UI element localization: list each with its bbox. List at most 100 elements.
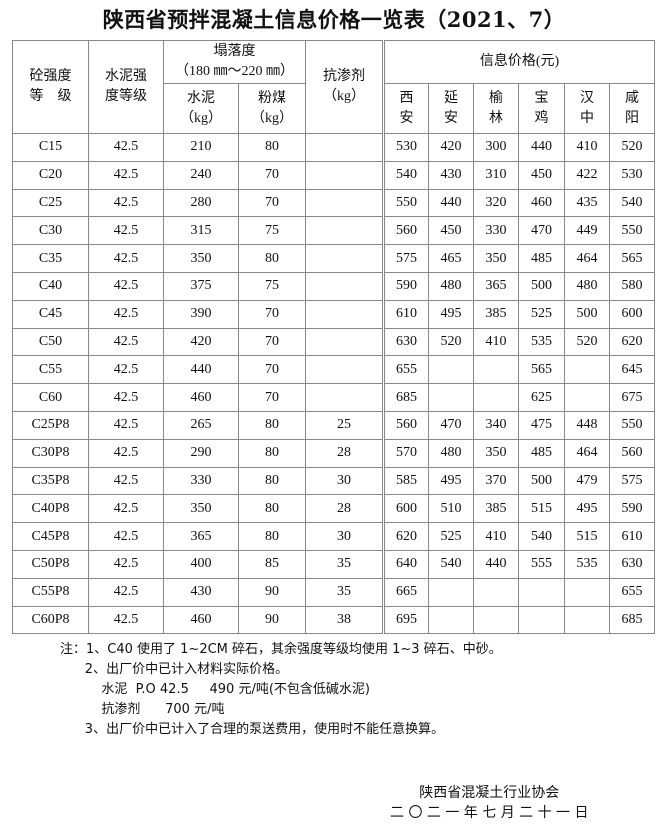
header-city: 宝 鸡 [518, 83, 565, 134]
header-city: 延 安 [428, 83, 474, 134]
table-cell: 410 [473, 327, 519, 357]
table-cell: 610 [608, 522, 656, 551]
table-row: C45 42.5 390 70 610 495 385 525 500 600 [12, 299, 656, 329]
table-cell: 70 [238, 299, 306, 329]
table-cell: 495 [428, 299, 474, 329]
header-city: 咸 阳 [608, 83, 656, 134]
table-cell: 495 [428, 466, 474, 496]
table-cell: 70 [238, 188, 306, 218]
table-cell: 540 [428, 549, 474, 579]
table-cell: 565 [608, 244, 656, 273]
table-cell: C35 [12, 244, 89, 273]
header-city: 西 安 [382, 83, 429, 134]
table-cell: 365 [163, 522, 239, 551]
table-cell: 580 [608, 271, 656, 301]
table-cell: 590 [382, 271, 429, 301]
table-cell: 575 [382, 244, 429, 273]
note-line: 2、出厂价中已计入材料实际价格。 [60, 662, 289, 677]
table-row: C25P8 42.5 265 80 25 560 470 340 475 448 550 [12, 410, 656, 440]
table-cell [305, 188, 384, 218]
note-line: 注：1、C40 使用了 1~2CM 碎石，其余强度等级均使用 1~3 碎石、中砂… [60, 642, 502, 657]
table-cell [473, 605, 519, 635]
table-cell: 80 [238, 410, 306, 440]
table-cell: 42.5 [88, 327, 164, 357]
header-city: 汉 中 [564, 83, 610, 134]
table-cell: 340 [473, 410, 519, 440]
table-cell: 42.5 [88, 494, 164, 524]
table-cell: 560 [382, 216, 429, 246]
note-line: 3、出厂价中已计入了合理的泵送费用，使用时不能任意换算。 [60, 722, 445, 737]
table-cell: 600 [608, 299, 656, 329]
table-cell: 42.5 [88, 466, 164, 496]
table-row: C45P8 42.5 365 80 30 620 525 410 540 515 610 [12, 522, 656, 551]
table-cell: 530 [608, 160, 656, 190]
table-cell: 42.5 [88, 244, 164, 273]
table-cell: 90 [238, 605, 306, 635]
table-cell: 25 [305, 410, 384, 440]
table-cell: 500 [564, 299, 610, 329]
table-cell: 30 [305, 466, 384, 496]
table-cell: 620 [608, 327, 656, 357]
header-flyash: 粉煤 （kg） [238, 83, 306, 134]
table-cell [564, 577, 610, 607]
table-cell: 495 [564, 494, 610, 524]
table-cell: 42.5 [88, 299, 164, 329]
table-cell: 42.5 [88, 216, 164, 246]
table-cell: C40P8 [12, 494, 89, 524]
table-cell: 515 [564, 522, 610, 551]
table-cell: 42.5 [88, 522, 164, 551]
table-cell: 365 [473, 271, 519, 301]
table-cell: 42.5 [88, 410, 164, 440]
table-cell: 460 [163, 383, 239, 412]
table-cell: 540 [518, 522, 565, 551]
table-cell: 375 [163, 271, 239, 301]
table-cell [428, 577, 474, 607]
table-cell: C25P8 [12, 410, 89, 440]
table-cell: C15 [12, 133, 89, 162]
table-cell: 550 [608, 216, 656, 246]
table-cell: 350 [163, 244, 239, 273]
table-cell: 265 [163, 410, 239, 440]
table-cell: 42.5 [88, 271, 164, 301]
table-row: C40 42.5 375 75 590 480 365 500 480 580 [12, 271, 656, 301]
table-cell [305, 299, 384, 329]
table-cell: 280 [163, 188, 239, 218]
table-cell: 70 [238, 383, 306, 412]
table-cell: 350 [473, 244, 519, 273]
table-cell: 560 [608, 438, 656, 468]
table-cell: 655 [382, 355, 429, 385]
table-cell: 42.5 [88, 160, 164, 190]
table-cell: 85 [238, 549, 306, 579]
table-cell: C60 [12, 383, 89, 412]
table-cell: 485 [518, 244, 565, 273]
table-cell: 310 [473, 160, 519, 190]
table-cell: 475 [518, 410, 565, 440]
table-cell: 510 [428, 494, 474, 524]
table-cell: 448 [564, 410, 610, 440]
table-row: C40P8 42.5 350 80 28 600 510 385 515 495 590 [12, 494, 656, 524]
table-cell: C60P8 [12, 605, 89, 635]
table-row: C50 42.5 420 70 630 520 410 535 520 620 [12, 327, 656, 357]
table-cell: 479 [564, 466, 610, 496]
table-cell: 640 [382, 549, 429, 579]
table-cell: 80 [238, 438, 306, 468]
table-cell: C50P8 [12, 549, 89, 579]
table-cell: 555 [518, 549, 565, 579]
table-cell: 525 [428, 522, 474, 551]
table-cell: 565 [518, 355, 565, 385]
table-cell: 440 [518, 133, 565, 162]
table-cell: 210 [163, 133, 239, 162]
table-cell: 470 [518, 216, 565, 246]
table-cell [518, 577, 565, 607]
table-cell: 460 [518, 188, 565, 218]
table-cell: 290 [163, 438, 239, 468]
table-cell: 80 [238, 466, 306, 496]
table-cell: 350 [473, 438, 519, 468]
table-cell: 625 [518, 383, 565, 412]
table-cell: 665 [382, 577, 429, 607]
header-price: 信息价格(元) [381, 40, 656, 84]
table-cell: 450 [518, 160, 565, 190]
page-title: 陕西省预拌混凝土信息价格一览表（2021、7） [102, 7, 566, 32]
table-cell: 80 [238, 133, 306, 162]
table-cell: 550 [382, 188, 429, 218]
